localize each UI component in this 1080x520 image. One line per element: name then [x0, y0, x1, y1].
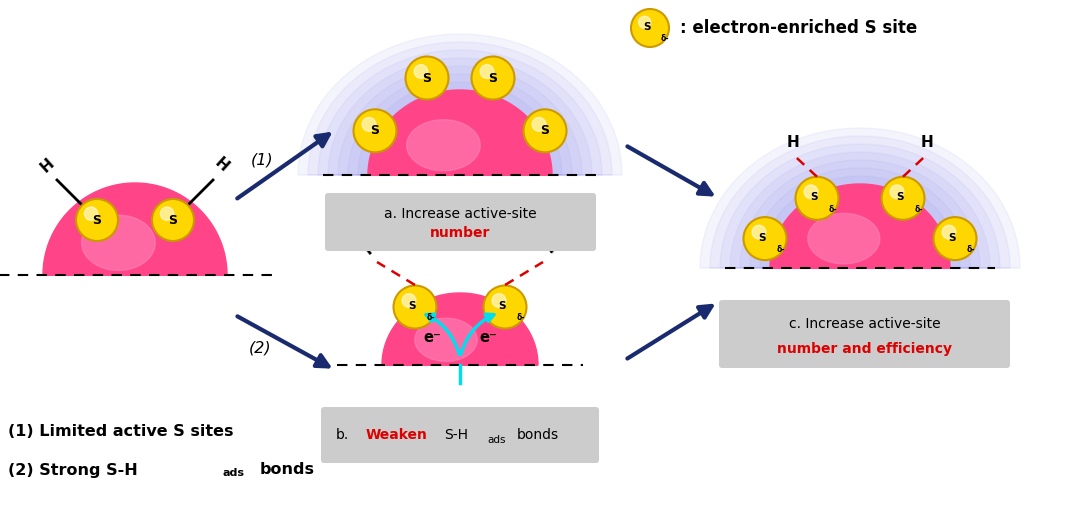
Polygon shape: [730, 152, 990, 268]
Polygon shape: [338, 66, 582, 175]
Text: S: S: [370, 124, 379, 137]
Circle shape: [933, 217, 976, 260]
FancyBboxPatch shape: [719, 300, 1010, 368]
FancyBboxPatch shape: [325, 193, 596, 251]
Text: δ-: δ-: [427, 314, 435, 322]
Polygon shape: [382, 293, 538, 365]
Circle shape: [492, 294, 505, 307]
Polygon shape: [720, 144, 1000, 268]
Polygon shape: [328, 58, 592, 175]
Circle shape: [631, 9, 669, 47]
Text: S: S: [408, 301, 416, 311]
Text: S: S: [896, 192, 904, 202]
Polygon shape: [43, 183, 227, 275]
Circle shape: [161, 207, 174, 220]
Text: bonds: bonds: [260, 462, 315, 477]
Polygon shape: [368, 90, 552, 175]
Polygon shape: [750, 168, 970, 268]
Text: δ-: δ-: [828, 205, 837, 214]
Text: (1): (1): [251, 152, 273, 167]
Polygon shape: [808, 213, 880, 264]
Text: H: H: [786, 135, 799, 150]
Text: H: H: [37, 155, 57, 175]
Polygon shape: [348, 74, 572, 175]
Text: b.: b.: [336, 428, 349, 442]
Text: H: H: [920, 135, 933, 150]
Text: number and efficiency: number and efficiency: [777, 343, 951, 357]
Text: a. Increase active-site: a. Increase active-site: [384, 206, 537, 220]
Circle shape: [353, 109, 396, 152]
Circle shape: [414, 64, 428, 79]
Polygon shape: [770, 184, 950, 268]
Circle shape: [472, 57, 514, 99]
Circle shape: [362, 118, 376, 131]
Text: S: S: [498, 301, 505, 311]
Text: bonds: bonds: [517, 428, 559, 442]
Text: S: S: [93, 214, 102, 227]
Text: number: number: [430, 226, 490, 240]
Polygon shape: [760, 176, 960, 268]
Text: S: S: [758, 232, 766, 242]
Text: H: H: [539, 237, 558, 257]
Circle shape: [524, 109, 567, 152]
Text: S: S: [540, 124, 550, 137]
Text: δ-: δ-: [777, 245, 785, 254]
Polygon shape: [740, 160, 980, 268]
Circle shape: [393, 285, 436, 329]
Text: S: S: [948, 232, 956, 242]
Polygon shape: [415, 318, 477, 361]
Text: (2) Strong S-H: (2) Strong S-H: [8, 462, 138, 477]
Text: δ-: δ-: [967, 245, 975, 254]
Circle shape: [532, 118, 545, 131]
Polygon shape: [82, 215, 156, 270]
Text: S: S: [488, 72, 498, 85]
Circle shape: [638, 16, 651, 29]
Polygon shape: [700, 128, 1020, 268]
Polygon shape: [318, 50, 602, 175]
Circle shape: [881, 177, 924, 220]
Text: S: S: [644, 22, 651, 32]
Circle shape: [752, 225, 766, 239]
Polygon shape: [357, 82, 562, 175]
Text: e⁻: e⁻: [480, 330, 497, 345]
Text: S: S: [422, 72, 432, 85]
Circle shape: [84, 207, 98, 220]
FancyBboxPatch shape: [321, 407, 599, 463]
Text: : electron-enriched S site: : electron-enriched S site: [680, 19, 917, 37]
Circle shape: [743, 217, 786, 260]
Text: (2): (2): [248, 341, 271, 356]
Polygon shape: [298, 34, 622, 175]
Circle shape: [484, 285, 527, 329]
Text: Weaken: Weaken: [366, 428, 428, 442]
Circle shape: [402, 294, 416, 307]
Circle shape: [481, 64, 494, 79]
Text: ads: ads: [222, 469, 244, 478]
Text: δ-: δ-: [915, 205, 923, 214]
Polygon shape: [407, 120, 481, 171]
Circle shape: [942, 225, 956, 239]
Text: S: S: [810, 192, 818, 202]
Text: e⁻: e⁻: [423, 330, 441, 345]
Text: c. Increase active-site: c. Increase active-site: [788, 317, 941, 331]
Text: H: H: [212, 155, 231, 175]
Text: S: S: [168, 214, 177, 227]
Polygon shape: [710, 136, 1010, 268]
Text: H: H: [362, 237, 380, 257]
Text: ads: ads: [487, 435, 505, 445]
Text: S-H: S-H: [444, 428, 468, 442]
Circle shape: [405, 57, 448, 99]
Circle shape: [890, 185, 904, 199]
Circle shape: [76, 199, 118, 241]
Circle shape: [805, 185, 818, 199]
Text: (1) Limited active S sites: (1) Limited active S sites: [8, 424, 233, 439]
Circle shape: [152, 199, 194, 241]
Circle shape: [796, 177, 838, 220]
Text: δ-: δ-: [517, 314, 525, 322]
Polygon shape: [308, 42, 612, 175]
Text: δ-: δ-: [661, 34, 669, 43]
